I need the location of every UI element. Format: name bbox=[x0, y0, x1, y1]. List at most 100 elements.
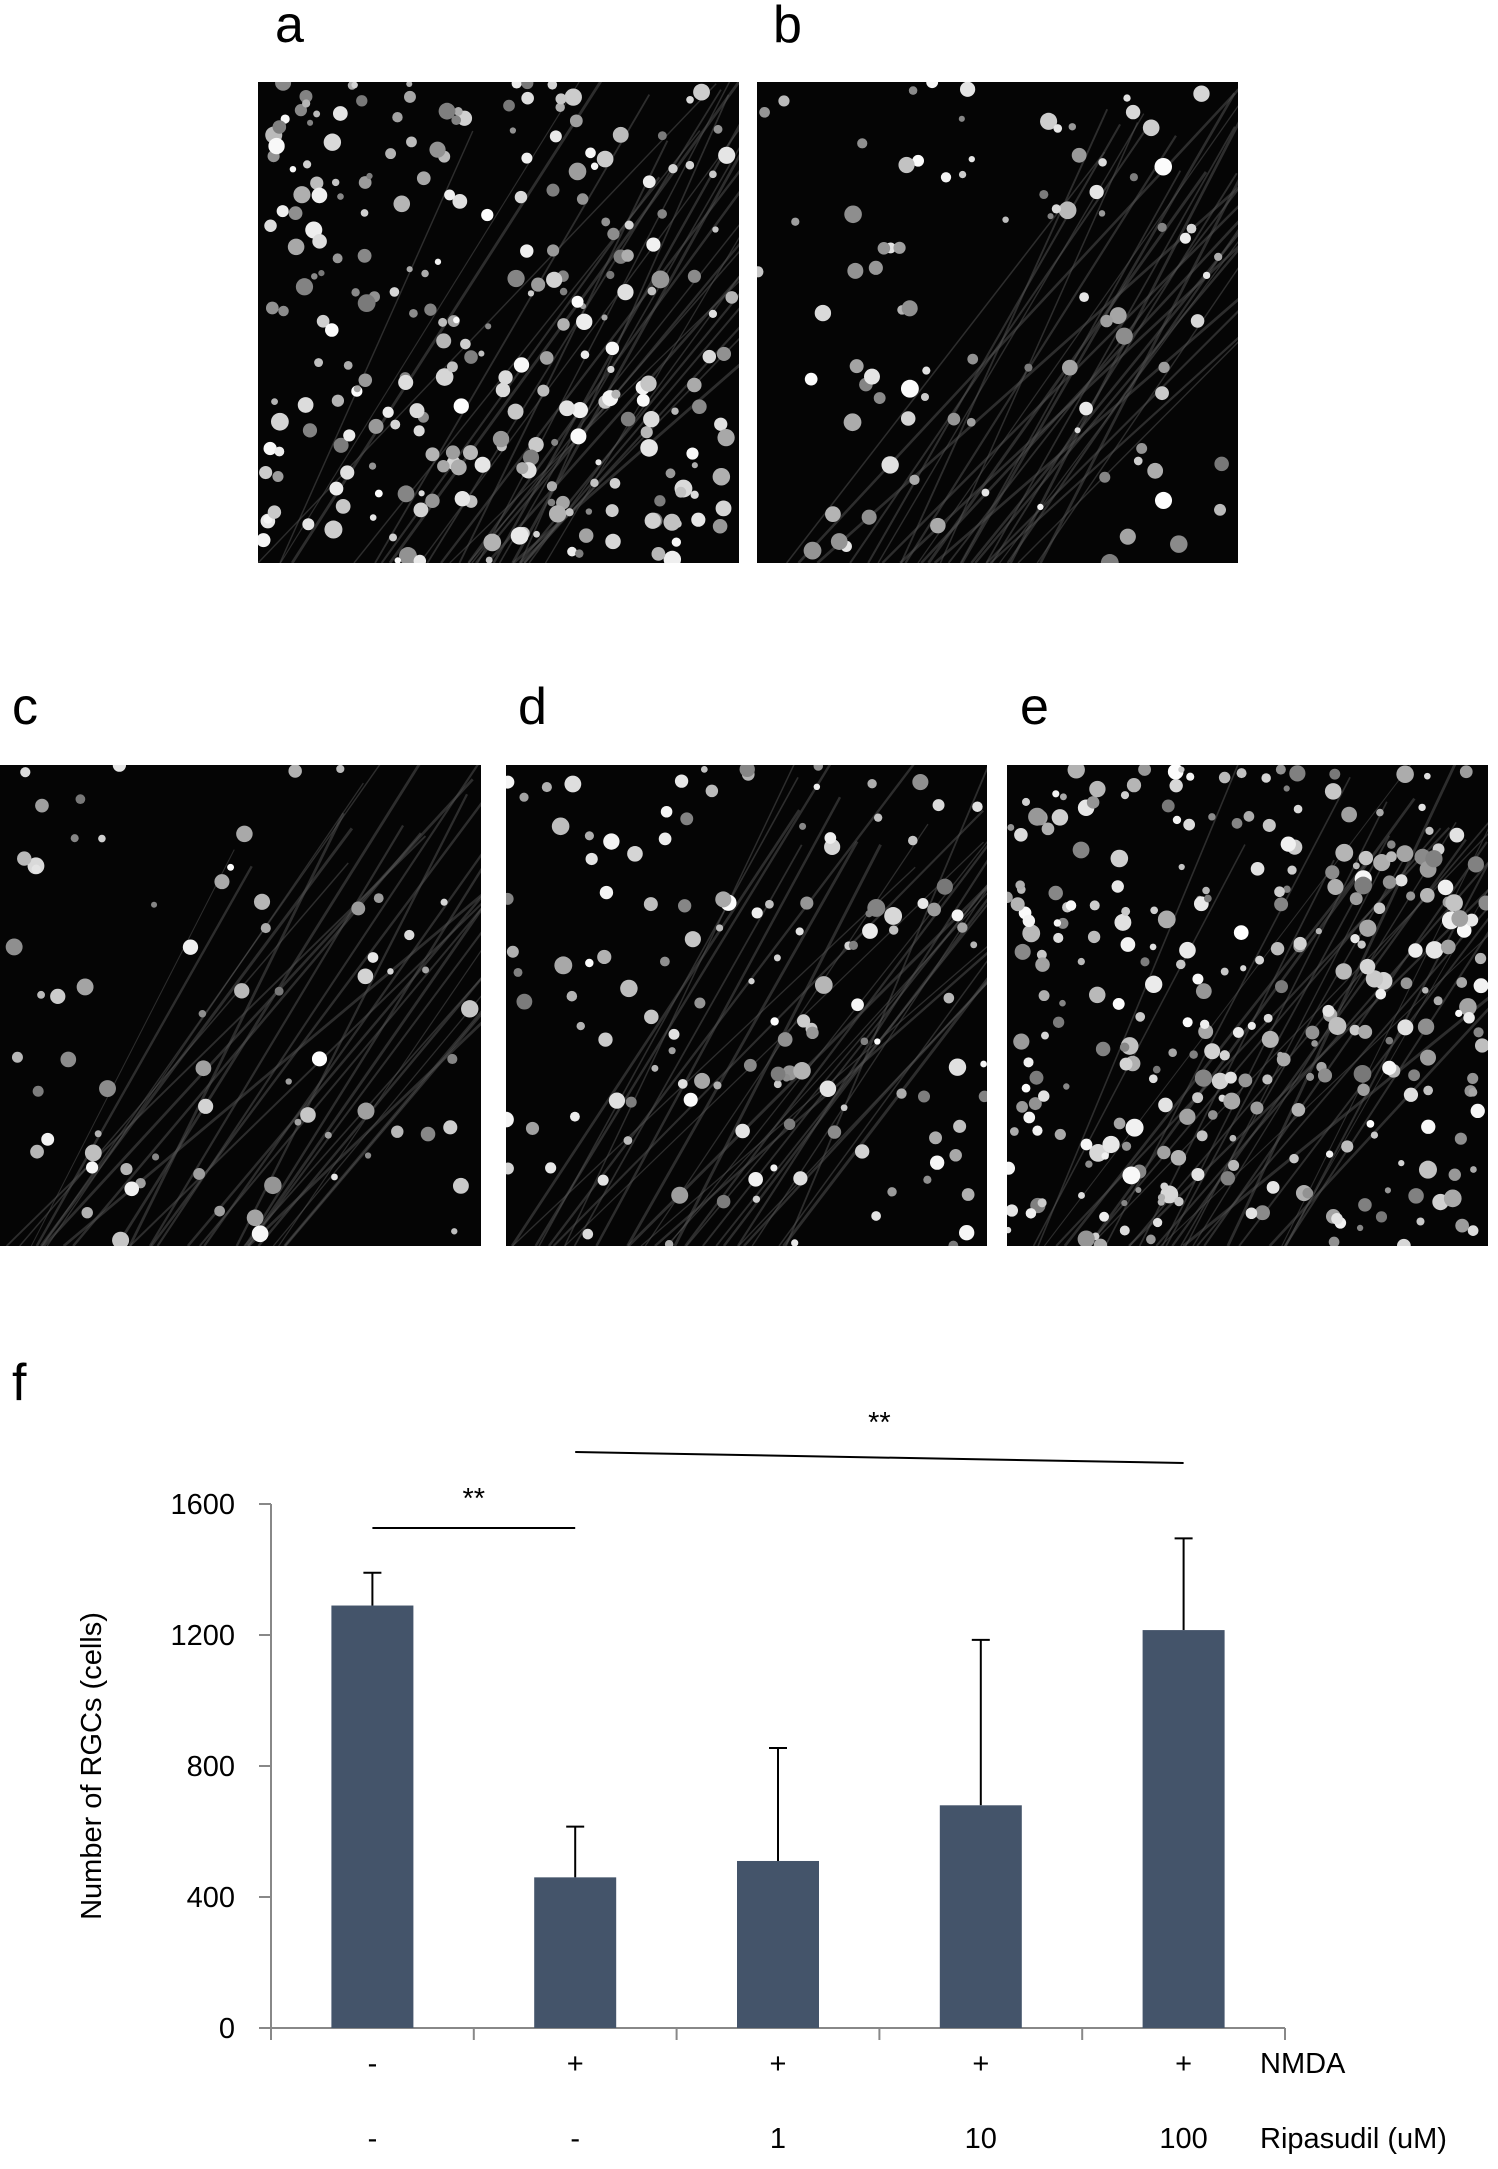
cell bbox=[668, 1028, 680, 1040]
cell bbox=[1170, 1150, 1187, 1166]
cell bbox=[1186, 772, 1195, 781]
condition-label: + bbox=[972, 2048, 989, 2080]
cell bbox=[1157, 1145, 1171, 1160]
cell bbox=[576, 1021, 585, 1031]
cell bbox=[1095, 1041, 1111, 1057]
axon bbox=[246, 907, 481, 1246]
cell bbox=[1341, 1140, 1354, 1153]
cell bbox=[318, 269, 325, 277]
axon bbox=[665, 892, 987, 1246]
cell bbox=[840, 1104, 848, 1112]
axon bbox=[534, 765, 832, 1246]
cell bbox=[578, 528, 594, 543]
cell bbox=[874, 1038, 881, 1045]
cell bbox=[548, 505, 567, 523]
micrograph bbox=[0, 765, 481, 1246]
cell bbox=[571, 402, 589, 419]
axon bbox=[627, 884, 987, 1246]
cell bbox=[814, 976, 833, 994]
micrograph bbox=[506, 765, 987, 1246]
cell bbox=[968, 155, 975, 163]
cell bbox=[1101, 1152, 1109, 1160]
cell bbox=[31, 864, 41, 874]
cell bbox=[312, 234, 327, 249]
cell bbox=[770, 1164, 778, 1172]
cell bbox=[1317, 1068, 1333, 1083]
cell bbox=[1178, 863, 1185, 871]
micrograph-bg bbox=[1007, 765, 1488, 1246]
significance-label: ** bbox=[463, 1483, 486, 1515]
micrograph-content bbox=[1007, 765, 1488, 1246]
cell bbox=[336, 765, 345, 774]
cell bbox=[1385, 1036, 1394, 1045]
cell bbox=[912, 773, 929, 791]
axon bbox=[1039, 179, 1238, 563]
cell bbox=[862, 923, 878, 939]
cell bbox=[1040, 112, 1058, 130]
axon bbox=[899, 245, 1238, 563]
cell bbox=[777, 1032, 793, 1047]
cell bbox=[1186, 223, 1197, 234]
cell bbox=[1014, 943, 1031, 960]
axon bbox=[512, 363, 739, 563]
cell bbox=[1080, 1138, 1093, 1151]
cell bbox=[358, 176, 372, 189]
cell bbox=[1016, 1100, 1028, 1113]
cell bbox=[485, 323, 492, 330]
cell bbox=[559, 400, 575, 417]
cell bbox=[867, 779, 877, 789]
axon bbox=[867, 123, 1121, 563]
cell bbox=[1140, 957, 1150, 967]
cell bbox=[272, 120, 287, 134]
cell bbox=[691, 512, 706, 527]
cell bbox=[590, 162, 599, 170]
axon bbox=[279, 130, 474, 563]
cell bbox=[1089, 780, 1106, 798]
cell bbox=[1007, 891, 1013, 903]
axon bbox=[388, 82, 739, 563]
cell bbox=[644, 1009, 659, 1025]
cell bbox=[717, 429, 735, 447]
cell bbox=[953, 1119, 967, 1133]
axon bbox=[1032, 844, 1246, 1246]
cell bbox=[531, 277, 546, 292]
condition-label: 1 bbox=[770, 2123, 786, 2155]
cell bbox=[406, 136, 417, 148]
axon bbox=[476, 82, 731, 563]
cell bbox=[923, 1175, 932, 1184]
cell bbox=[898, 156, 915, 174]
cell bbox=[1089, 900, 1100, 911]
cell bbox=[1228, 1159, 1240, 1171]
cell bbox=[253, 893, 271, 910]
cell bbox=[1202, 271, 1211, 280]
axon bbox=[715, 903, 987, 1246]
cell bbox=[1420, 1049, 1437, 1066]
axon bbox=[782, 977, 987, 1246]
cell bbox=[1473, 1027, 1484, 1038]
cell bbox=[1125, 1118, 1144, 1137]
cell bbox=[1302, 1187, 1314, 1199]
cell bbox=[307, 119, 314, 126]
cell bbox=[393, 195, 411, 213]
cell bbox=[1058, 201, 1077, 220]
cell bbox=[642, 175, 656, 189]
cell bbox=[1098, 210, 1106, 217]
cell bbox=[1266, 1180, 1280, 1194]
cell bbox=[310, 176, 324, 190]
cell bbox=[323, 133, 342, 151]
axon bbox=[667, 841, 987, 1246]
cell bbox=[601, 314, 608, 321]
cell bbox=[513, 967, 523, 977]
cell bbox=[1179, 941, 1196, 959]
cell bbox=[683, 1092, 698, 1107]
cell bbox=[1009, 1127, 1019, 1136]
cell bbox=[356, 95, 368, 107]
cell bbox=[311, 1051, 328, 1067]
cell bbox=[922, 366, 931, 375]
cell bbox=[694, 1072, 711, 1089]
condition-name: NMDA bbox=[1260, 2048, 1346, 2080]
cell bbox=[275, 82, 292, 91]
cell bbox=[1085, 1160, 1093, 1168]
cell bbox=[1023, 1057, 1034, 1068]
cell bbox=[227, 863, 235, 871]
